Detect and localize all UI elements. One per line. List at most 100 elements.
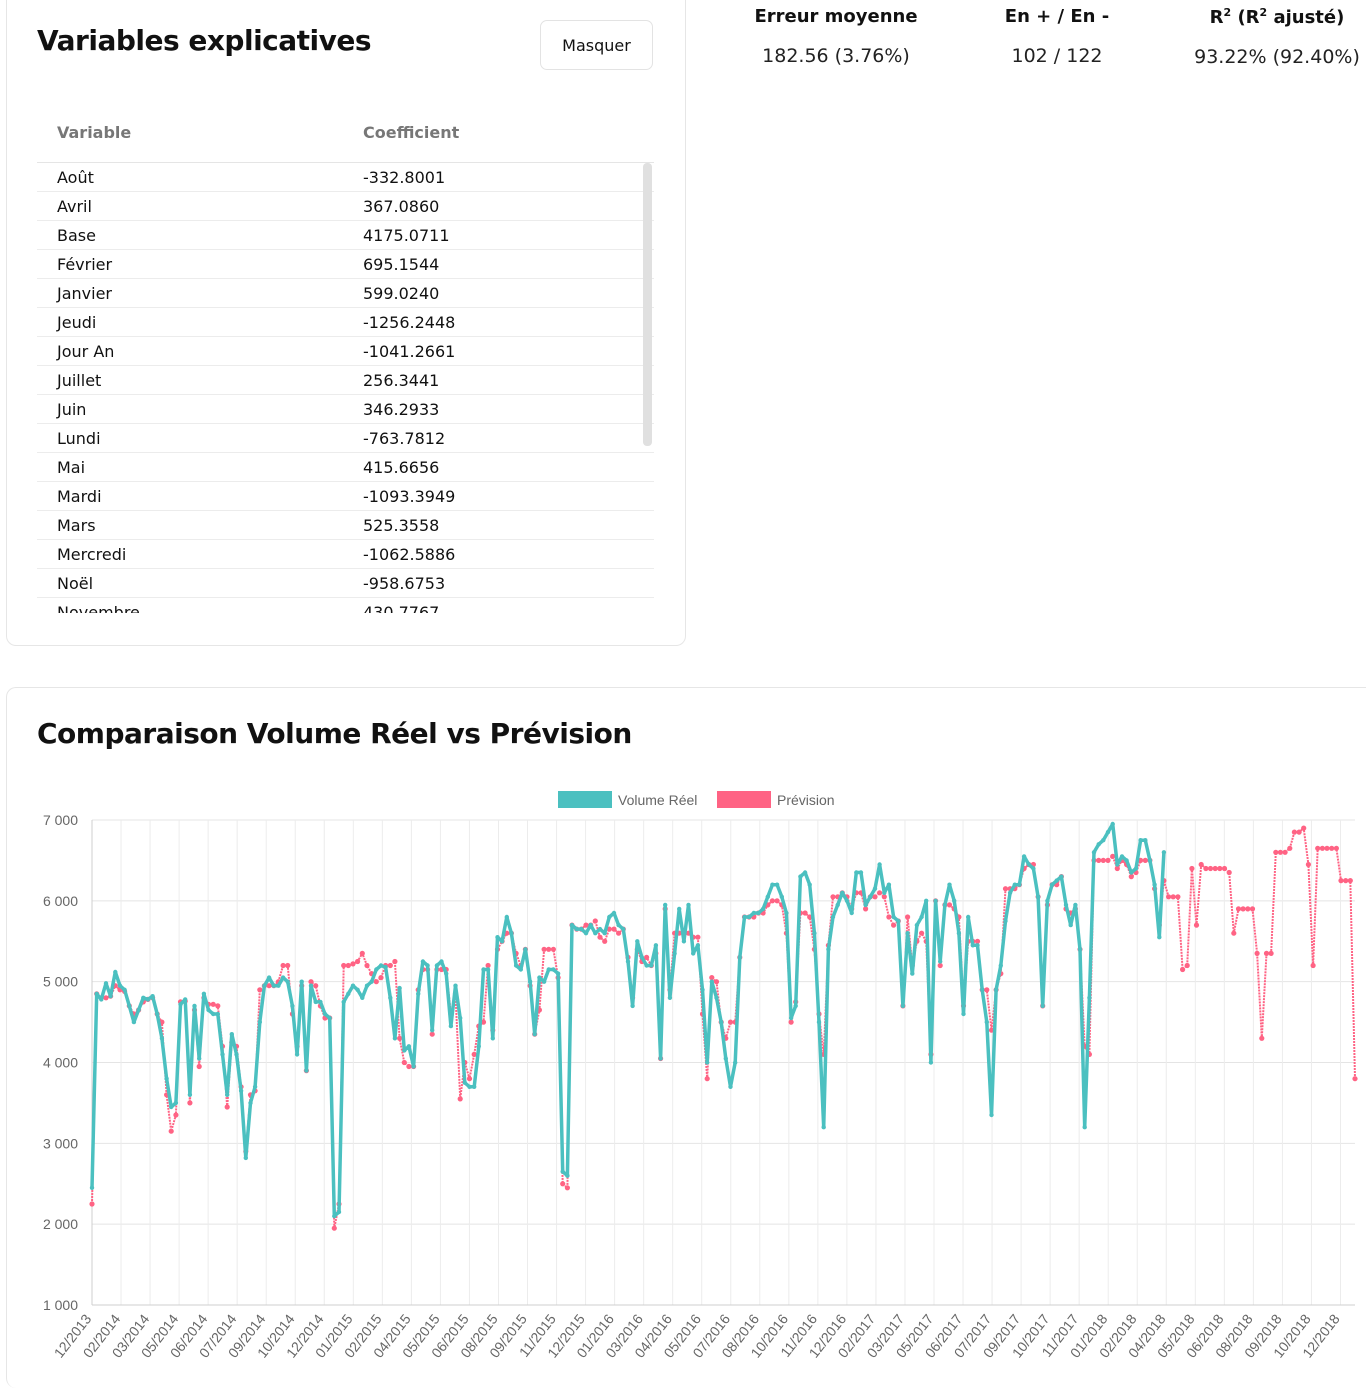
reel-point[interactable]	[998, 963, 1003, 968]
reel-point[interactable]	[1040, 1003, 1045, 1009]
prevision-point[interactable]	[560, 1181, 566, 1187]
reel-point[interactable]	[490, 1036, 495, 1041]
reel-point[interactable]	[192, 1003, 197, 1009]
reel-point[interactable]	[364, 983, 370, 988]
reel-point[interactable]	[966, 914, 971, 920]
prevision-point[interactable]	[1110, 853, 1116, 859]
reel-point[interactable]	[392, 1036, 398, 1041]
table-row[interactable]: Février 695.1544	[37, 250, 654, 279]
reel-point[interactable]	[677, 906, 682, 912]
legend-swatch-reel[interactable]	[558, 791, 612, 808]
prevision-point[interactable]	[1249, 906, 1256, 912]
prevision-point[interactable]	[1128, 874, 1134, 880]
reel-point[interactable]	[742, 914, 747, 920]
reel-point[interactable]	[980, 987, 985, 992]
prevision-point[interactable]	[877, 890, 883, 896]
reel-point[interactable]	[290, 1003, 295, 1009]
table-row[interactable]: Noël -958.6753	[37, 569, 654, 598]
prevision-point[interactable]	[485, 962, 491, 969]
prevision-point[interactable]	[872, 894, 878, 900]
prevision-point[interactable]	[1226, 869, 1232, 876]
prevision-point[interactable]	[406, 1063, 412, 1070]
reel-point[interactable]	[439, 959, 444, 964]
prevision-point[interactable]	[1296, 829, 1302, 835]
prevision-point[interactable]	[1240, 906, 1246, 912]
reel-point[interactable]	[1147, 858, 1153, 863]
reel-point[interactable]	[611, 910, 617, 916]
reel-point[interactable]	[509, 931, 514, 936]
legend-swatch-prevision[interactable]	[717, 791, 771, 808]
prevision-point[interactable]	[1254, 950, 1260, 956]
reel-point[interactable]	[910, 971, 915, 976]
reel-point[interactable]	[956, 931, 962, 936]
reel-point[interactable]	[630, 1003, 635, 1009]
reel-point[interactable]	[178, 1002, 183, 1007]
reel-point[interactable]	[266, 975, 272, 980]
reel-point[interactable]	[206, 1007, 211, 1013]
reel-point[interactable]	[1138, 838, 1143, 843]
reel-point[interactable]	[155, 1011, 160, 1017]
prevision-point[interactable]	[308, 979, 314, 985]
reel-point[interactable]	[714, 995, 719, 1000]
prevision-point[interactable]	[1170, 894, 1176, 900]
prevision-point[interactable]	[457, 1096, 463, 1102]
reel-point[interactable]	[872, 886, 878, 891]
reel-point[interactable]	[1045, 898, 1050, 903]
prevision-point[interactable]	[266, 983, 272, 989]
prevision-point[interactable]	[1282, 849, 1288, 855]
prevision-point[interactable]	[466, 1076, 473, 1082]
reel-point[interactable]	[444, 971, 449, 976]
reel-point[interactable]	[136, 1007, 141, 1013]
prevision-point[interactable]	[1343, 878, 1349, 884]
reel-point[interactable]	[1143, 838, 1148, 843]
reel-point[interactable]	[416, 991, 421, 996]
prevision-point[interactable]	[168, 1128, 174, 1134]
prevision-point[interactable]	[1231, 930, 1237, 936]
prevision-point[interactable]	[602, 938, 608, 944]
reel-point[interactable]	[1161, 850, 1167, 855]
prevision-point[interactable]	[1338, 878, 1344, 884]
reel-point[interactable]	[262, 983, 267, 988]
reel-point[interactable]	[220, 1052, 225, 1057]
reel-point[interactable]	[709, 979, 714, 984]
prevision-point[interactable]	[695, 934, 701, 940]
prevision-point[interactable]	[1301, 825, 1307, 831]
prevision-point[interactable]	[1235, 906, 1242, 912]
prevision-point[interactable]	[1184, 962, 1190, 969]
reel-point[interactable]	[877, 862, 882, 867]
reel-point[interactable]	[798, 874, 803, 879]
reel-point[interactable]	[1012, 882, 1017, 887]
reel-point[interactable]	[1129, 870, 1134, 875]
reel-point[interactable]	[248, 1100, 253, 1106]
reel-point[interactable]	[597, 926, 603, 932]
prevision-point[interactable]	[863, 906, 869, 912]
prevision-point[interactable]	[984, 987, 990, 993]
reel-point[interactable]	[1133, 866, 1139, 871]
reel-point[interactable]	[99, 997, 104, 1002]
reel-point[interactable]	[420, 959, 426, 964]
reel-point[interactable]	[1110, 821, 1115, 827]
reel-point[interactable]	[1068, 922, 1073, 928]
reel-point[interactable]	[197, 1056, 202, 1061]
reel-point[interactable]	[211, 1011, 216, 1017]
prevision-point[interactable]	[881, 894, 887, 900]
reel-point[interactable]	[541, 979, 547, 984]
reel-point[interactable]	[1157, 935, 1162, 940]
prevision-point[interactable]	[713, 979, 720, 985]
reel-point[interactable]	[322, 1011, 328, 1017]
reel-point[interactable]	[294, 1052, 300, 1057]
reel-point[interactable]	[686, 902, 691, 908]
prevision-point[interactable]	[187, 1100, 193, 1106]
reel-point[interactable]	[886, 882, 892, 887]
reel-point[interactable]	[1087, 995, 1092, 1000]
prevision-point[interactable]	[1212, 865, 1218, 872]
reel-point[interactable]	[252, 1084, 258, 1089]
table-row[interactable]: Jour An -1041.2661	[37, 337, 654, 366]
reel-point[interactable]	[774, 882, 780, 887]
reel-point[interactable]	[504, 914, 509, 920]
reel-point[interactable]	[1124, 858, 1129, 863]
prevision-point[interactable]	[1287, 845, 1293, 851]
prevision-point[interactable]	[1268, 950, 1274, 956]
reel-point[interactable]	[187, 1092, 193, 1097]
legend-label-prevision[interactable]: Prévision	[777, 792, 835, 808]
